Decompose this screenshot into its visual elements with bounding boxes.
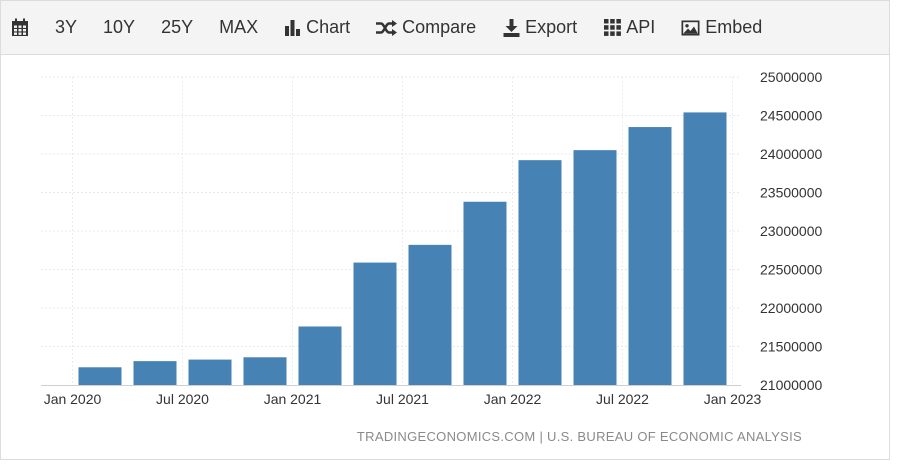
- range-3y-label: 3Y: [55, 17, 78, 37]
- embed-button[interactable]: Embed: [681, 1, 762, 55]
- export-button[interactable]: Export: [503, 1, 577, 55]
- api-label: API: [626, 17, 656, 37]
- y-tick-label: 25000000: [760, 69, 823, 85]
- y-tick-label: 21500000: [760, 339, 823, 355]
- x-tick-label: Jul 2021: [376, 391, 429, 407]
- export-label: Export: [525, 17, 578, 37]
- bar-2020-Q3: [188, 359, 232, 385]
- bar-2022-Q4: [683, 112, 727, 386]
- range-10y-button[interactable]: 10Y: [103, 1, 135, 55]
- x-tick-label: Jan 2021: [264, 391, 322, 407]
- range-25y-label: 25Y: [161, 17, 194, 37]
- chart-type-label: Chart: [306, 17, 351, 37]
- range-25y-button[interactable]: 25Y: [161, 1, 193, 55]
- calendar-button[interactable]: [11, 1, 29, 55]
- toolbar: 3Y 10Y 25Y MAX Chart Compare: [1, 1, 889, 55]
- api-button[interactable]: API: [604, 1, 655, 55]
- compare-button[interactable]: Compare: [375, 1, 476, 55]
- bar-2020-Q1: [78, 367, 122, 385]
- image-icon: [681, 20, 700, 35]
- x-tick-label: Jan 2023: [704, 391, 762, 407]
- x-tick-label: Jul 2022: [596, 391, 649, 407]
- y-tick-label: 23000000: [760, 223, 823, 239]
- y-tick-label: 24500000: [760, 108, 823, 124]
- chart-frame: 3Y 10Y 25Y MAX Chart Compare: [0, 0, 890, 460]
- download-icon: [503, 18, 520, 37]
- bar-2022-Q1: [518, 160, 562, 385]
- y-tick-label: 23500000: [760, 185, 823, 201]
- y-tick-label: 22500000: [760, 262, 823, 278]
- y-tick-label: 24000000: [760, 146, 823, 162]
- x-tick-label: Jan 2020: [44, 391, 102, 407]
- x-tick-label: Jul 2020: [156, 391, 209, 407]
- compare-label: Compare: [402, 17, 477, 37]
- bar-2020-Q2: [133, 361, 177, 385]
- bar-chart: 21000000 21500000 22000000 22500000 23000000…: [41, 69, 823, 407]
- bar-2021-Q4: [463, 201, 507, 385]
- bar-2021-Q2: [353, 262, 397, 385]
- calendar-icon: [12, 18, 28, 36]
- x-tick-label: Jan 2022: [484, 391, 542, 407]
- source-credit[interactable]: TRADINGECONOMICS.COM | U.S. BUREAU OF EC…: [356, 429, 802, 444]
- bar-2021-Q3: [408, 244, 452, 385]
- range-max-label: MAX: [219, 17, 259, 37]
- y-tick-label: 22000000: [760, 300, 823, 316]
- range-3y-button[interactable]: 3Y: [55, 1, 77, 55]
- range-max-button[interactable]: MAX: [219, 1, 258, 55]
- chart-type-button[interactable]: Chart: [284, 1, 350, 55]
- bar-2021-Q1: [298, 326, 342, 385]
- range-10y-label: 10Y: [103, 17, 136, 37]
- bar-chart-icon: [285, 20, 301, 36]
- shuffle-icon: [376, 19, 398, 36]
- bar-2022-Q2: [573, 150, 617, 385]
- bar-2022-Q3: [628, 127, 672, 386]
- bar-2020-Q4: [243, 357, 287, 385]
- y-tick-label: 21000000: [760, 377, 823, 393]
- embed-label: Embed: [705, 17, 763, 37]
- grid-icon: [604, 19, 622, 36]
